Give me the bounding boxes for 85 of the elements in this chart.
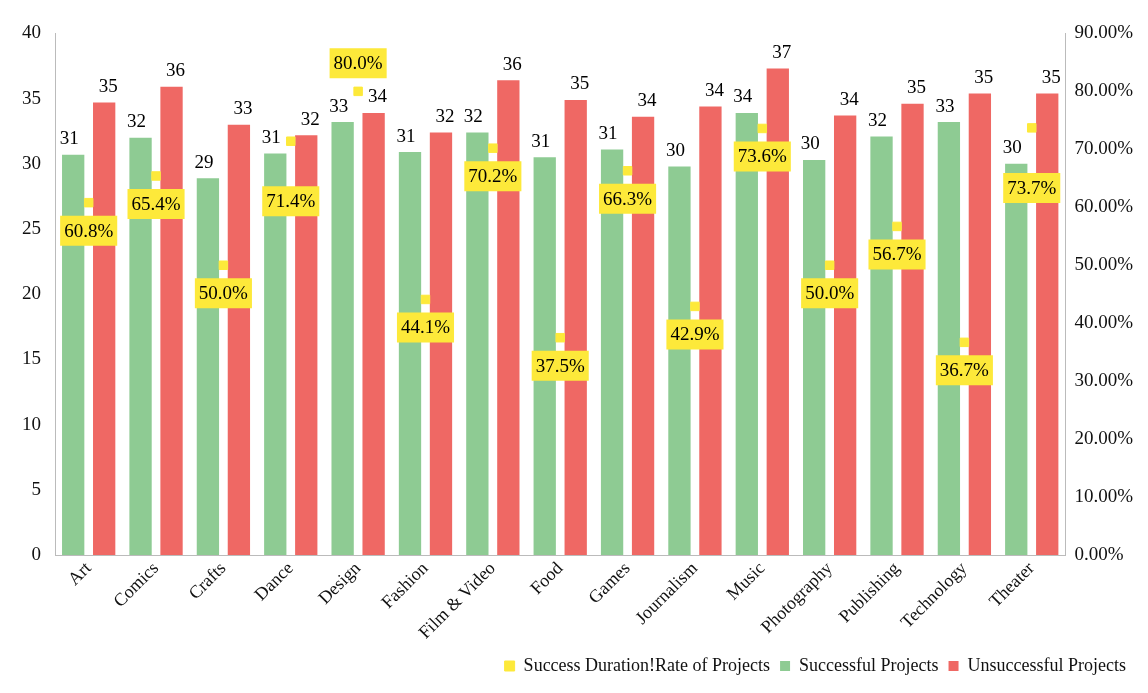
- point: [420, 294, 431, 305]
- point: [892, 221, 902, 232]
- x-tick-label: Art: [63, 557, 95, 589]
- point: [959, 337, 970, 348]
- y2-tick-label: 40.00%: [1074, 311, 1134, 333]
- data-label: 42.9%: [670, 323, 720, 345]
- legend-label: Successful Projects: [799, 654, 939, 675]
- y-tick-label: 25: [22, 217, 41, 239]
- data-label: 73.6%: [737, 145, 788, 167]
- data-label: 60.8%: [64, 219, 114, 241]
- data-label: 32: [435, 105, 455, 126]
- y2-tick-label: 70.00%: [1074, 137, 1134, 159]
- data-label: 30: [1002, 136, 1022, 158]
- data-label: 37.5%: [535, 354, 585, 376]
- legend-label: Success Duration!Rate of Projects: [523, 654, 771, 675]
- data-label: 70.2%: [468, 165, 518, 187]
- y2-tick-label: 30.00%: [1074, 369, 1134, 391]
- data-label: 71.4%: [266, 190, 316, 212]
- data-label: 56.7%: [872, 243, 922, 265]
- data-label: 35: [98, 75, 118, 97]
- point: [1027, 123, 1037, 133]
- point: [555, 332, 565, 343]
- data-label: 50.0%: [198, 282, 249, 304]
- point: [353, 86, 363, 97]
- y-tick-label: 40: [22, 21, 41, 43]
- data-label: 44.1%: [400, 316, 451, 338]
- point: [622, 166, 633, 176]
- bar: [362, 112, 385, 556]
- y2-tick-label: 10.00%: [1074, 485, 1134, 507]
- data-label: 73.7%: [1007, 176, 1057, 198]
- point: [824, 260, 835, 270]
- data-label: 32: [463, 105, 483, 126]
- data-label: 34: [368, 85, 388, 107]
- data-label: 31: [261, 125, 281, 147]
- data-label: 36: [502, 52, 522, 74]
- y2-tick-label: 0.00%: [1074, 543, 1124, 565]
- data-label: 33: [935, 94, 955, 116]
- y2-tick-label: 90.00%: [1074, 21, 1134, 43]
- data-label: 50.0%: [805, 282, 855, 304]
- data-label: 35: [907, 76, 927, 98]
- data-label: 29: [194, 150, 214, 172]
- data-label: 31: [59, 127, 79, 149]
- data-label: 36: [166, 59, 186, 81]
- data-label: 30: [800, 132, 820, 154]
- data-label: 32: [300, 107, 320, 129]
- legend-label: Unsuccessful Projects: [967, 654, 1126, 675]
- data-label: 34: [839, 88, 860, 110]
- data-label: 36.7%: [939, 359, 990, 381]
- data-label: 66.3%: [603, 187, 653, 209]
- y-tick-label: 15: [22, 347, 41, 369]
- data-label: 31: [531, 129, 551, 151]
- data-label: 32: [868, 108, 888, 130]
- data-label: 31: [598, 121, 618, 143]
- y2-tick-label: 80.00%: [1074, 79, 1134, 101]
- point: [757, 123, 768, 134]
- data-label: 30: [665, 138, 685, 160]
- data-label: 34: [704, 78, 725, 100]
- y2-tick-label: 50.00%: [1074, 253, 1134, 275]
- point: [488, 143, 498, 153]
- y-tick-label: 10: [22, 412, 41, 434]
- bar: [331, 122, 354, 556]
- point: [690, 301, 700, 312]
- point: [151, 171, 161, 181]
- data-label: 34: [637, 89, 658, 111]
- data-label: 65.4%: [131, 192, 181, 214]
- point: [286, 136, 296, 146]
- point: [218, 260, 229, 270]
- y-tick-label: 0: [31, 543, 41, 565]
- y-tick-label: 35: [22, 86, 41, 108]
- data-label: 33: [233, 97, 253, 119]
- data-label: 80.0%: [333, 52, 383, 74]
- y2-tick-label: 20.00%: [1074, 427, 1134, 449]
- y-tick-label: 5: [31, 477, 41, 499]
- data-label: 34: [733, 85, 753, 107]
- data-label: 33: [329, 94, 349, 116]
- y-tick-label: 30: [22, 151, 41, 173]
- y2-tick-label: 60.00%: [1074, 195, 1134, 217]
- data-label: 35: [1041, 65, 1061, 87]
- point: [83, 197, 94, 208]
- y-tick-label: 20: [22, 282, 41, 304]
- data-label: 35: [570, 72, 590, 94]
- data-label: 32: [127, 110, 147, 132]
- data-label: 35: [974, 65, 994, 87]
- data-label: 37: [772, 41, 792, 63]
- data-label: 31: [396, 124, 416, 146]
